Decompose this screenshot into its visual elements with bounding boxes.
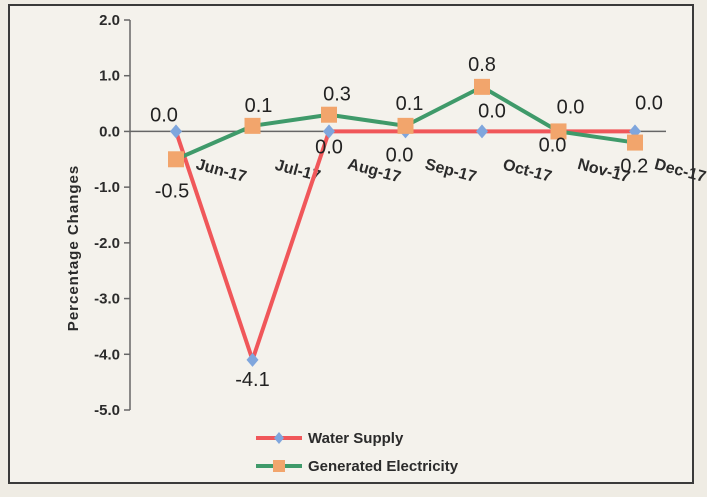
data-point (244, 117, 261, 134)
data-point (476, 124, 488, 139)
data-point (170, 124, 182, 139)
chart-frame (8, 4, 694, 484)
data-label: 0.3 (323, 84, 351, 106)
legend-marker (273, 460, 285, 472)
y-tick-labels: 2.0 1.0 0.0 -1.0 -2.0 -3.0 -4.0 -5.0 (94, 12, 130, 419)
series-markers (168, 78, 643, 367)
data-label: 0.0 (478, 100, 506, 122)
y-tick-label: -1.0 (94, 179, 120, 196)
data-label: 0.0 (315, 136, 343, 158)
legend-label: Water Supply (308, 430, 404, 447)
category-label: Dec-17 (653, 156, 707, 186)
y-tick-label: -3.0 (94, 291, 120, 308)
category-label: Jun-17 (194, 156, 248, 186)
data-label: 0.1 (396, 93, 424, 115)
y-tick-label: -2.0 (94, 235, 120, 252)
data-labels: 0.0 -4.1 0.0 0.0 0.0 0.0 0.0 -0.5 0.1 0.3 0.1 0.8 0.… (150, 54, 663, 391)
y-tick-label: -4.0 (94, 346, 120, 363)
legend-marker (274, 432, 284, 444)
data-label: 0.0 (150, 104, 178, 126)
data-label: -4.1 (235, 369, 269, 391)
y-tick-label: 1.0 (99, 68, 120, 85)
category-label: Oct-17 (501, 156, 554, 185)
data-label: 0.0 (386, 144, 414, 166)
legend-label: Generated Electricity (308, 458, 459, 475)
data-point (550, 123, 567, 140)
data-point (246, 352, 259, 367)
data-label: 0.8 (468, 54, 496, 76)
data-point (321, 106, 337, 123)
data-point (323, 124, 335, 139)
data-point (627, 134, 643, 151)
axes (129, 20, 666, 410)
data-label: 0.1 (245, 95, 273, 117)
data-label: -0.2 (614, 156, 648, 178)
data-label: 0.0 (635, 92, 663, 114)
y-tick-label: 0.0 (99, 123, 120, 140)
y-axis-title: Percentage Changes (65, 165, 82, 331)
data-label: 0.0 (539, 134, 567, 156)
data-point (397, 117, 414, 134)
y-tick-label: 2.0 (99, 12, 120, 29)
data-label: 0.0 (557, 96, 585, 118)
y-tick-label: -5.0 (94, 402, 120, 419)
data-point (168, 151, 184, 168)
data-point (474, 78, 490, 95)
data-label: -0.5 (155, 180, 189, 202)
legend: Water Supply Generated Electricity (256, 430, 459, 475)
category-label: Sep-17 (423, 156, 478, 186)
